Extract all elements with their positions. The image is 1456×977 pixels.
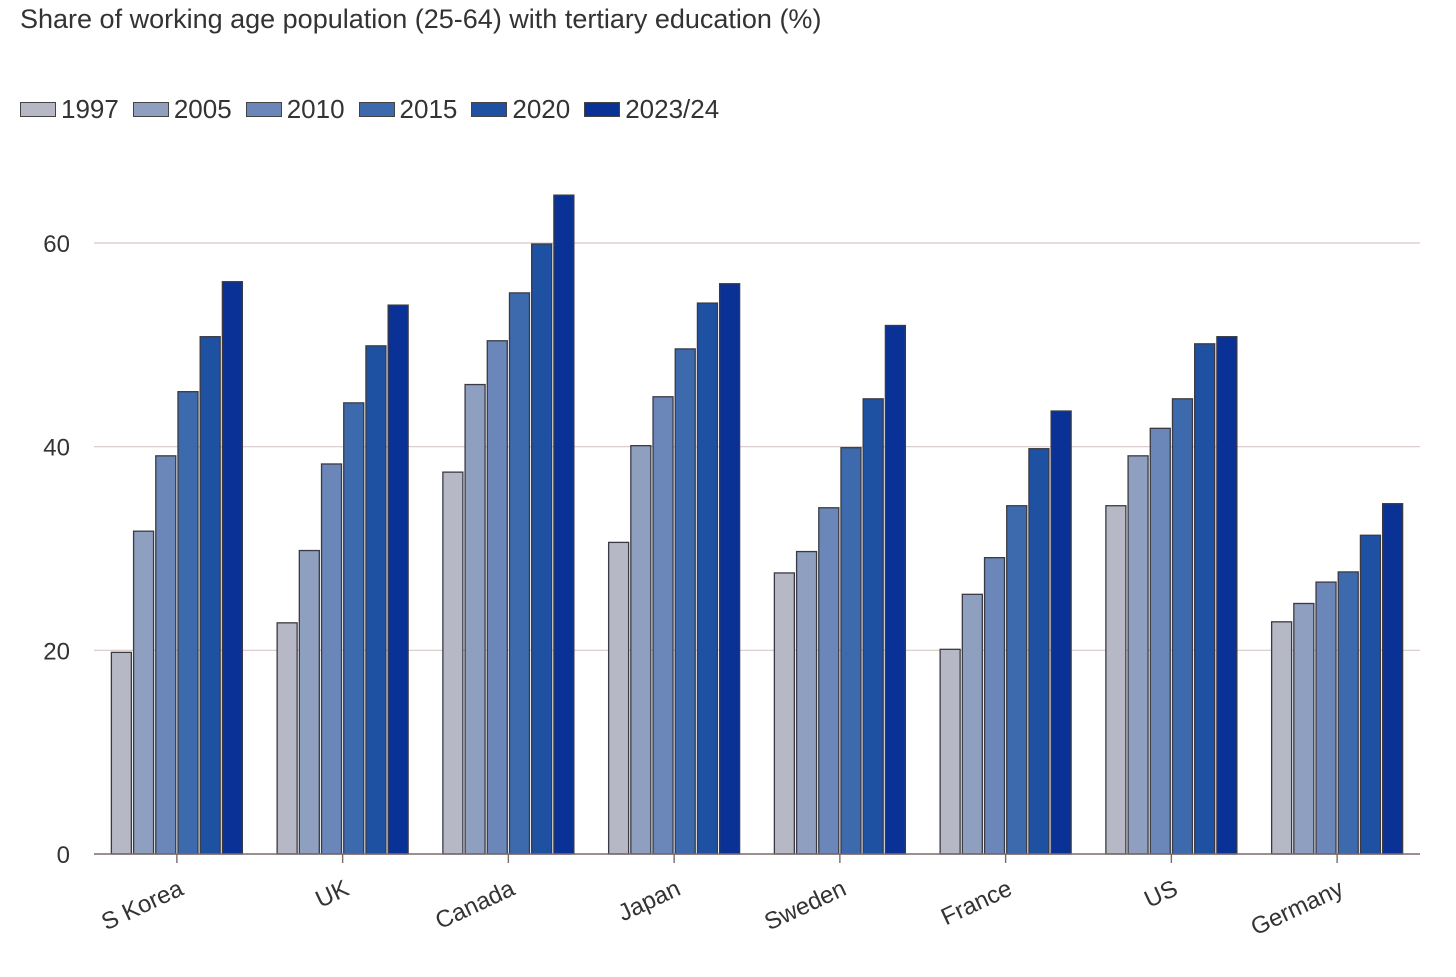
legend-label: 2010 — [286, 94, 345, 124]
bar — [862, 398, 884, 855]
bar — [607, 541, 630, 855]
bar — [773, 572, 796, 855]
bar — [1315, 581, 1337, 855]
chart-title: Share of working age population (25-64) … — [20, 4, 822, 34]
bar — [1216, 336, 1238, 855]
legend-label: 1997 — [61, 94, 119, 124]
bar — [696, 302, 719, 855]
legend-item: 2015 — [358, 94, 458, 125]
bar — [630, 444, 652, 855]
y-tick-label: 40 — [43, 435, 70, 462]
x-tick-label: UK — [312, 875, 354, 914]
bar — [840, 447, 862, 855]
y-tick-label: 20 — [43, 638, 70, 665]
bar — [1359, 534, 1382, 855]
bar — [1270, 621, 1293, 855]
bar — [1171, 398, 1194, 855]
bar — [983, 557, 1006, 855]
x-tick-label: Sweden — [760, 875, 850, 936]
legend-swatch — [358, 102, 395, 117]
bar — [795, 550, 818, 855]
x-tick-label: France — [937, 875, 1016, 931]
bar — [486, 340, 508, 855]
bar — [961, 593, 983, 855]
x-tick-label: Canada — [431, 875, 519, 935]
bar — [818, 507, 840, 855]
bar — [1006, 505, 1028, 855]
bar — [365, 345, 387, 855]
bar — [1028, 448, 1050, 855]
bar — [110, 651, 133, 855]
bar — [177, 391, 199, 855]
legend-item: 2005 — [132, 94, 232, 125]
bar — [298, 549, 320, 855]
bar — [1194, 343, 1216, 855]
bar — [884, 324, 907, 855]
bar — [1381, 503, 1404, 855]
legend-label: 2023/24 — [625, 94, 720, 124]
bar — [652, 396, 674, 855]
bar — [387, 304, 409, 855]
bar — [1050, 410, 1072, 855]
bar — [1149, 427, 1171, 855]
bar — [718, 283, 741, 855]
bar — [320, 463, 343, 855]
legend-swatch — [132, 102, 169, 117]
legend-swatch — [20, 102, 56, 117]
bar — [221, 281, 244, 855]
legend-item: 2010 — [245, 94, 345, 125]
bar — [132, 530, 155, 855]
x-tick-label: Germany — [1247, 875, 1348, 941]
legend-item: 1997 — [20, 94, 119, 125]
x-tick-label: S Korea — [97, 875, 188, 936]
bar — [553, 194, 575, 855]
bar — [155, 455, 177, 855]
legend-item: 2023/24 — [584, 94, 719, 125]
bar — [531, 243, 553, 855]
legend: 1997 2005 2010 2015 2020 2023/24 — [20, 94, 733, 125]
legend-item: 2020 — [471, 94, 570, 125]
bar — [464, 383, 486, 855]
bar — [1105, 505, 1127, 855]
y-tick-label: 0 — [57, 842, 70, 869]
legend-swatch — [471, 102, 508, 117]
bar — [1127, 455, 1149, 855]
legend-label: 2005 — [173, 94, 232, 124]
bar — [442, 471, 464, 855]
bar — [1337, 571, 1359, 855]
legend-label: 2020 — [512, 94, 571, 124]
y-tick-label: 60 — [43, 231, 70, 258]
legend-swatch — [584, 102, 621, 117]
bar — [939, 648, 961, 855]
legend-swatch — [245, 102, 282, 117]
bar — [674, 348, 696, 855]
bar — [199, 336, 221, 855]
bar — [343, 402, 365, 855]
x-tick-label: Japan — [614, 875, 685, 927]
bar — [1293, 602, 1315, 855]
bar — [276, 622, 298, 855]
legend-label: 2015 — [399, 94, 458, 124]
bar — [508, 292, 531, 855]
x-tick-label: US — [1140, 875, 1182, 914]
